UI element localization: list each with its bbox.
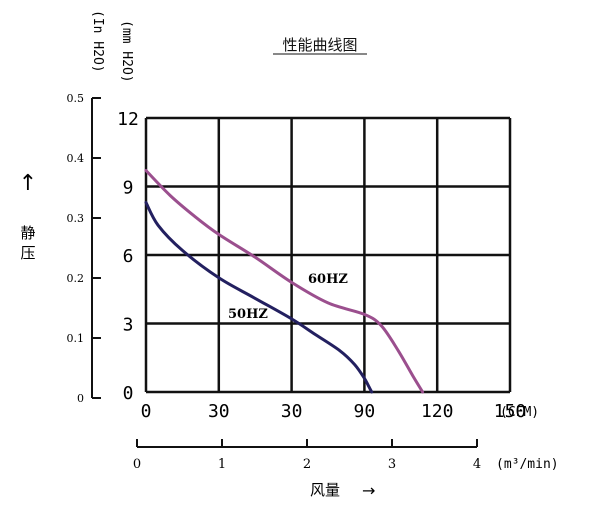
curve-60hz [144,169,425,394]
label-50hz: 50HZ [228,307,268,322]
cfm-tick-label: 90 [354,401,376,422]
x-label-arrow: → [362,481,375,500]
curves [144,169,425,394]
cfm-unit-label: (CFM) [500,405,539,420]
m3-tick-label: 1 [218,457,226,472]
m3-tick-label: 3 [388,457,396,472]
left-axis-unit: (In H2O) [90,10,105,73]
cfm-tick-label: 30 [208,401,230,422]
cfm-tick-label: 150 [494,401,527,422]
in-tick-label: 0.2 [67,272,85,285]
in-tick-label: 0.4 [67,152,85,165]
m3-tick-label: 0 [133,457,141,472]
cfm-tick-labels: 0 30 30 90 120 150 [141,401,527,422]
m3-unit-label: (m³/min) [496,457,559,472]
y-label-arrow: ↑ [19,171,37,196]
left-axis: 0 0.1 0.2 0.3 0.4 0.5 [67,92,101,405]
in-tick-label: 0.3 [67,212,85,225]
curve-50hz [144,201,374,394]
mm-tick-labels: 0 3 6 9 12 [117,109,139,404]
in-tick-label: 0.5 [67,92,85,105]
m3-tick-label: 2 [303,457,311,472]
mm-tick-label: 9 [123,178,134,199]
mm-tick-label: 12 [117,109,139,130]
cfm-tick-label: 30 [281,401,303,422]
y-label-char-1: 静 [20,224,35,242]
cfm-tick-label: 120 [421,401,454,422]
grid [144,116,512,394]
y-label-char-2: 压 [20,244,35,262]
in-tick-label: 0 [77,392,84,405]
m3-tick-label: 4 [473,457,481,472]
mm-tick-label: 0 [123,383,134,404]
in-tick-label: 0.1 [67,332,85,345]
m3-axis: 0 1 2 3 4 [133,439,481,472]
x-label: 风量 [310,481,340,499]
mm-tick-label: 6 [123,246,134,267]
chart-title: 性能曲线图 [282,36,357,54]
right-axis-unit: (mm H2O) [119,20,134,83]
mm-tick-label: 3 [123,315,134,336]
label-60hz: 60HZ [308,272,348,287]
cfm-tick-label: 0 [141,401,152,422]
